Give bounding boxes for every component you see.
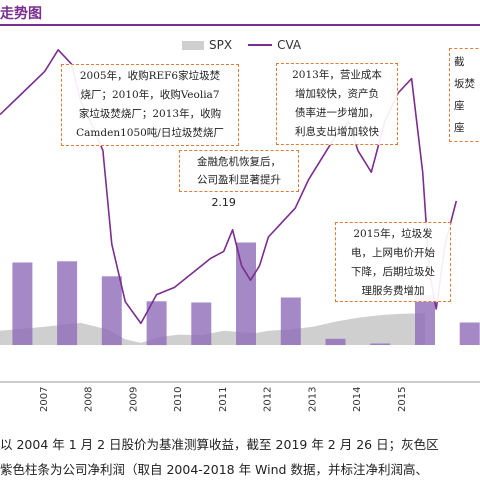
title-bar: 走势图 <box>0 0 480 26</box>
chart-legend: SPX CVA <box>182 38 301 52</box>
legend-swatch-spx <box>182 40 204 50</box>
legend-label-spx: SPX <box>209 38 233 52</box>
x-tick-label-2011: 2011 <box>218 387 229 412</box>
net-profit-bar-10 <box>415 295 435 345</box>
x-tick-label-2015: 2015 <box>397 387 408 412</box>
annotation-cut: 截 坂焚 座 座 <box>449 48 480 142</box>
net-profit-bar-6 <box>236 242 256 345</box>
x-tick-label-2014: 2014 <box>352 387 363 412</box>
x-tick-label-2013: 2013 <box>307 387 318 412</box>
net-profit-bar-7 <box>280 297 301 345</box>
value-label-2011: 2.19 <box>211 196 236 209</box>
annotation-crisis-recovery: 金融危机恢复后， 公司盈利显著提升 <box>179 150 299 192</box>
x-tick-label-2010: 2010 <box>173 387 184 412</box>
x-tick-label-2009: 2009 <box>128 387 139 412</box>
net-profit-bar-3 <box>101 276 122 346</box>
annotation-2013-costs: 2013年，营业成本 增加较快，资产负 债率进一步增加， 利息支出增加较快 <box>276 63 398 145</box>
title-rule <box>0 24 480 26</box>
net-profit-bar-11 <box>459 322 480 345</box>
x-tick-label-2012: 2012 <box>263 387 274 412</box>
annotation-acquisitions: 2005年，收购REF6家垃圾焚 烧厂；2010年，收购Veolia7 家垃圾焚… <box>61 64 239 146</box>
net-profit-bar-4 <box>146 301 167 346</box>
x-tick-label-2007: 2007 <box>39 387 50 412</box>
net-profit-bar-5 <box>191 302 212 345</box>
footnote-line-2: 紫色柱条为公司净利润（取自 2004-2018 年 Wind 数据，并标注净利润… <box>0 462 428 477</box>
legend-label-cva: CVA <box>277 38 302 52</box>
x-tick-label-2008: 2008 <box>84 387 95 412</box>
net-profit-bar-1 <box>12 262 33 345</box>
net-profit-bar-2 <box>57 261 78 346</box>
net-profit-bar-9 <box>370 343 391 345</box>
chart-title: 走势图 <box>0 6 42 22</box>
annotation-2015-tariff: 2015年，垃圾发 电，上网电价开始 下降，后期垃圾处 理服务费增加 <box>335 222 451 302</box>
net-profit-bar-8 <box>325 338 346 346</box>
legend-swatch-cva <box>248 44 273 46</box>
footnote-line-1: 以 2004 年 1 月 2 日股价为基准测算收益，截至 2019 年 2 月 … <box>0 437 439 452</box>
